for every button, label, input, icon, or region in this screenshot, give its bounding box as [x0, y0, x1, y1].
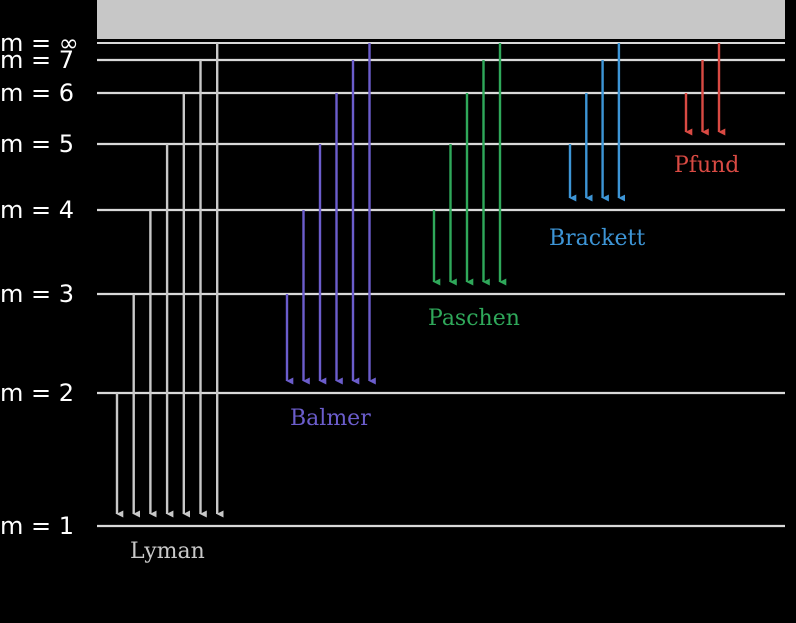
energy-level-label-1: m = 1	[0, 512, 74, 540]
energy-level-label-5: m = 5	[0, 130, 74, 158]
energy-level-label-2: m = 2	[0, 379, 74, 407]
energy-level-label-6: m = 6	[0, 79, 74, 107]
energy-level-label-3: m = 3	[0, 280, 74, 308]
paschen-series-label: Paschen	[428, 306, 520, 331]
balmer-series-label: Balmer	[290, 406, 371, 431]
energy-level-label-inf: m = ∞	[0, 29, 79, 57]
pfund-series-label: Pfund	[674, 153, 739, 178]
lyman-series-label: Lyman	[130, 539, 205, 564]
brackett-series-label: Brackett	[549, 226, 645, 251]
continuum-band	[97, 0, 785, 39]
energy-level-label-4: m = 4	[0, 196, 74, 224]
energy-level-label-7: m = 7	[0, 46, 74, 74]
